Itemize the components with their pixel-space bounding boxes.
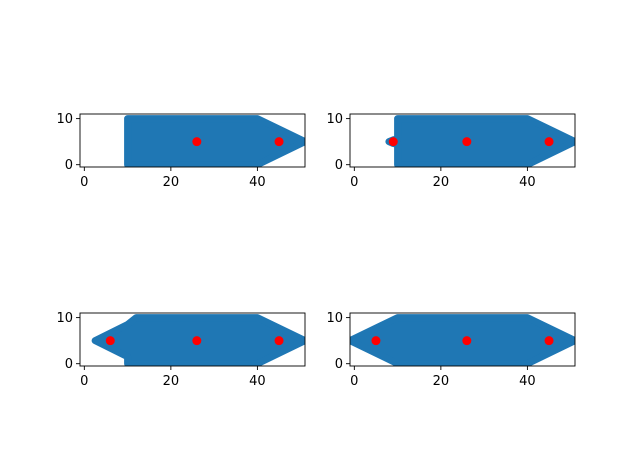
red-point-2 <box>462 137 472 147</box>
x-tick-label: 20 <box>433 175 450 190</box>
axes-frame <box>349 312 576 367</box>
y-tick-label: 10 <box>56 112 73 127</box>
plot-area <box>124 115 305 167</box>
y-tick-label: 0 <box>65 357 73 372</box>
x-tick-label: 40 <box>249 374 266 389</box>
y-tick-label: 0 <box>65 158 73 173</box>
red-point-1 <box>192 137 202 147</box>
subplot-2: 0 20 40 0 10 <box>326 112 576 190</box>
axes-frame <box>79 113 306 168</box>
red-point-3 <box>274 336 284 346</box>
red-point-3 <box>544 137 554 147</box>
x-tick-label: 0 <box>80 175 88 190</box>
x-tick-label: 40 <box>519 175 536 190</box>
y-tick-label: 10 <box>326 311 343 326</box>
x-tick-label: 40 <box>249 175 266 190</box>
red-point-2 <box>462 336 472 346</box>
y-tick-label: 10 <box>56 311 73 326</box>
red-point-1 <box>105 336 115 346</box>
x-tick-label: 20 <box>433 374 450 389</box>
plot-area <box>385 115 575 167</box>
plot-area <box>91 314 305 366</box>
subplot-4: 0 20 40 0 10 <box>326 311 576 389</box>
x-tick-label: 0 <box>80 374 88 389</box>
subplot-1: 0 20 40 0 10 <box>56 112 306 190</box>
axes-frame <box>79 312 306 367</box>
red-point-1 <box>388 137 398 147</box>
axes-frame <box>349 113 576 168</box>
y-tick-label: 0 <box>335 357 343 372</box>
y-tick-label: 10 <box>326 112 343 127</box>
x-tick-label: 0 <box>350 175 358 190</box>
red-point-2 <box>192 336 202 346</box>
x-tick-label: 0 <box>350 374 358 389</box>
x-tick-label: 20 <box>163 175 180 190</box>
plot-area <box>350 314 575 366</box>
x-tick-label: 40 <box>519 374 536 389</box>
red-point-1 <box>371 336 381 346</box>
red-point-3 <box>544 336 554 346</box>
x-tick-label: 20 <box>163 374 180 389</box>
scatter-cloud <box>124 115 305 167</box>
y-tick-label: 0 <box>335 158 343 173</box>
red-point-2 <box>274 137 284 147</box>
subplot-3: 0 20 40 0 10 <box>56 311 306 389</box>
